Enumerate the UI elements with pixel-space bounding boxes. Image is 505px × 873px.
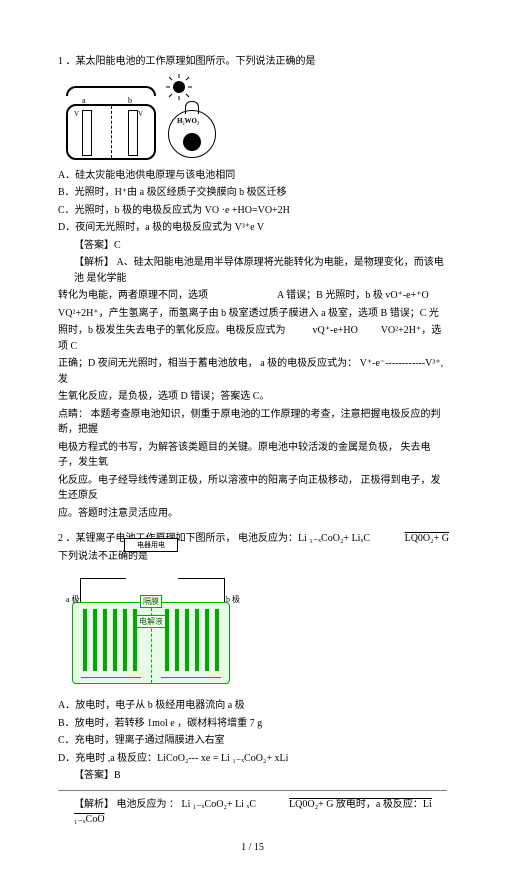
q1-optB: B．光照时，H⁺由 a 极区经质子交换膜向 b 极区迁移: [58, 185, 447, 201]
label-b: b: [128, 96, 132, 105]
q1-optC: C．光照时，b 极的电极反应式为 VO ·e +HO=VO+2H: [58, 205, 290, 216]
q1-dj2: 电极方程式的书写，为解答该类题目的关键。原电池中较活泼的金属是负极， 失去电子，…: [58, 440, 447, 471]
q2-exp-row: 【解析】 电池反应为 ： Li ₁₋ₓCoO₂+ Li ₓC LQ0O₂+ G …: [58, 797, 447, 828]
q1-exp1: A、硅太阳能电池是用半导体原理将光能转化为电能，是物理变化，而该电池 是化学能: [74, 257, 444, 284]
divider: [58, 790, 447, 791]
q1-dj4: 应。答题时注意灵活应用。: [58, 506, 447, 522]
page-footer: 1 / 15: [58, 842, 447, 853]
load-box: 电器用电: [124, 538, 178, 562]
q2-optB: B．放电时，若转移 1mol e ，碳材料将增重 7 g: [58, 716, 447, 732]
q2-optC: C．充电时，锂离子通过隔膜进入右室: [58, 733, 447, 749]
q2-figure: 电器用电 a 极 b 极 隔膜 电解液: [62, 570, 447, 690]
flask-dot: [183, 133, 201, 151]
q2-answer: 【答案】B: [58, 768, 447, 784]
q1-dj3: 化反应。电子经导线传递到正极，所以溶液中的阳离子向正极移动， 正极得到电子，发生…: [58, 473, 447, 504]
q1-optC-row: C．光照时，b 极的电极反应式为 VO ·e +HO=VO+2H: [58, 203, 447, 219]
electrode-a: [82, 110, 92, 156]
sun-icon: [166, 74, 192, 100]
membrane-tag: 隔膜: [140, 595, 162, 608]
q1-optD: D．夜间无光照时，a 极的电极反应式为 V³⁺e V: [58, 220, 447, 236]
q2-stem-2: LQ0O₂+ G: [405, 531, 449, 547]
cell-box: 隔膜 电解液: [72, 602, 230, 684]
q1-optA: A．硅太灾能电池供电原理与该电池相同: [58, 168, 447, 184]
q2-optA: A．放电时，电子从 b 极经用电器流向 a 极: [58, 698, 447, 714]
q1-answer: 【答案】C: [58, 238, 447, 254]
membrane-line: [111, 106, 112, 158]
q1-exp-row1: 【解析】 A、硅太阳能电池是用半导体原理将光能转化为电能，是物理变化，而该电池 …: [58, 255, 447, 286]
q2-stem-3: 下列说法不正确的是: [58, 549, 447, 565]
q1-exp6: 生氧化反应，是负极，选项 D 错误；答案选 C。: [58, 389, 447, 405]
electrolyte-tag: 电解液: [136, 615, 166, 628]
cell-body: a b V V: [66, 104, 156, 160]
q1-exp4-2: vQ⁺-e+HO: [313, 325, 358, 336]
q2-exp1-1: 电池反应为 ： Li ₁₋ₓCoO₂+ Li ₓC: [117, 799, 257, 810]
q1-figure: a b V V H₂WO₃: [62, 76, 447, 160]
electrode-b: [128, 110, 138, 156]
q1-exp5: 正确；D 夜间无光照时，相当于蓄电池放电， a 极的电极反应式为： V⁺-e⁻-…: [58, 356, 447, 387]
q1-exp3: VQ²+2H⁺，产生氢离子，而氢离子由 b 极室透过质子膜进入 a 极室，选项 …: [58, 306, 447, 322]
label-va: V: [74, 110, 79, 118]
label-a: a: [82, 96, 86, 105]
q2-stem-row: 2 ．某锂离子电池工作原理如下图所示， 电池反应为：Li ₁₋ₓCoO₂+ Li…: [58, 531, 447, 547]
q2-optD: D．充电时 ,a 极反应：LiCoO₂--- xe = Li ₁₋ₓCoO₂+ …: [58, 751, 447, 767]
q1-dj1: 点睛： 本题考查原电池知识，侧重于原电池的工作原理的考查，注意把握电极反应的判 …: [58, 407, 447, 438]
q1-exp-row4: 照时，b 极发生失去电子的氧化反应。电极反应式为 vQ⁺-e+HO VO²+2H…: [58, 323, 447, 354]
q1-exp4-1: 照时，b 极发生失去电子的氧化反应。电极反应式为: [58, 325, 286, 336]
flask-label: H₂WO₃: [177, 117, 199, 125]
q1-stem: 1 ．某太阳能电池的工作原理如图所示。下列说法正确的是: [58, 54, 447, 70]
load-label: 电器用电: [124, 538, 178, 552]
q1-exp2: 转化为电能，两者原理不同，选项: [58, 290, 208, 301]
q1-exp2b: A 错误；B 光照时，b 极 vO⁺-e+⁺O: [277, 290, 429, 301]
q1-exp-label: 【解析】: [74, 257, 114, 268]
label-vb: V: [138, 110, 143, 118]
q2-exp-label: 【解析】: [74, 799, 114, 810]
q1-exp-row2: 转化为电能，两者原理不同，选项 A 错误；B 光照时，b 极 vO⁺-e+⁺O: [58, 288, 447, 304]
q2-stem-1: 2 ．某锂离子电池工作原理如下图所示， 电池反应为：Li ₁₋ₓCoO₂+ Li…: [58, 533, 370, 544]
flask: H₂WO₃: [168, 110, 216, 158]
